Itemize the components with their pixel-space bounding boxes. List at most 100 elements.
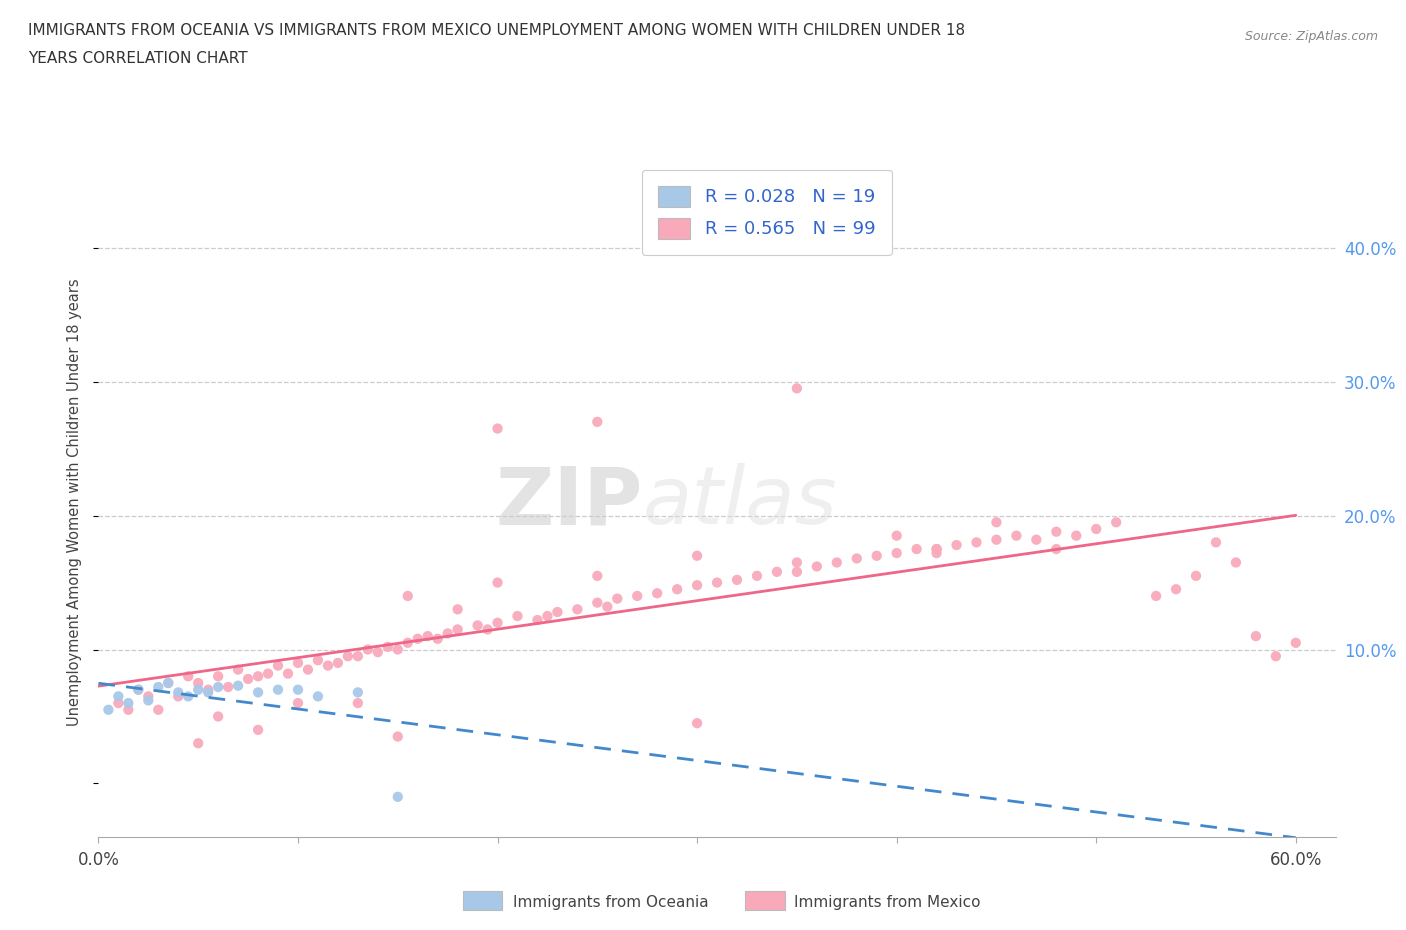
Point — [127, 683, 149, 698]
Bar — [463, 891, 502, 910]
Text: Immigrants from Mexico: Immigrants from Mexico — [794, 895, 981, 910]
Point — [187, 736, 209, 751]
Point — [217, 680, 239, 695]
Text: Source: ZipAtlas.com: Source: ZipAtlas.com — [1244, 30, 1378, 43]
Point — [136, 689, 159, 704]
Point — [396, 635, 419, 650]
Point — [436, 626, 458, 641]
Point — [377, 640, 399, 655]
Point — [177, 669, 200, 684]
Point — [706, 575, 728, 590]
Bar — [745, 891, 785, 910]
Point — [477, 622, 499, 637]
Point — [1105, 515, 1128, 530]
Point — [1085, 522, 1108, 537]
Point — [267, 683, 290, 698]
Point — [725, 573, 748, 588]
Point — [786, 565, 808, 579]
Point — [925, 541, 948, 556]
Point — [167, 684, 190, 699]
Point — [157, 675, 180, 690]
Point — [236, 671, 259, 686]
Y-axis label: Unemployment Among Women with Children Under 18 years: Unemployment Among Women with Children U… — [67, 278, 83, 726]
Point — [806, 559, 828, 574]
Point — [197, 683, 219, 698]
Point — [406, 631, 429, 646]
Point — [567, 602, 589, 617]
Point — [117, 702, 139, 717]
Point — [148, 680, 170, 695]
Point — [845, 551, 868, 565]
Point — [247, 669, 270, 684]
Text: IMMIGRANTS FROM OCEANIA VS IMMIGRANTS FROM MEXICO UNEMPLOYMENT AMONG WOMEN WITH : IMMIGRANTS FROM OCEANIA VS IMMIGRANTS FR… — [28, 23, 966, 38]
Point — [686, 716, 709, 731]
Text: atlas: atlas — [643, 463, 838, 541]
Point — [316, 658, 339, 673]
Point — [1205, 535, 1227, 550]
Point — [336, 649, 359, 664]
Point — [1244, 629, 1267, 644]
Point — [925, 546, 948, 561]
Point — [745, 568, 768, 583]
Text: Immigrants from Oceania: Immigrants from Oceania — [513, 895, 709, 910]
Point — [297, 662, 319, 677]
Point — [966, 535, 988, 550]
Point — [486, 421, 509, 436]
Point — [148, 702, 170, 717]
Point — [866, 549, 889, 564]
Point — [277, 666, 299, 681]
Point — [986, 515, 1008, 530]
Point — [886, 528, 908, 543]
Point — [347, 684, 370, 699]
Point — [886, 546, 908, 561]
Point — [986, 532, 1008, 547]
Point — [107, 696, 129, 711]
Point — [825, 555, 848, 570]
Point — [586, 595, 609, 610]
Point — [347, 696, 370, 711]
Text: ZIP: ZIP — [495, 463, 643, 541]
Point — [1045, 525, 1067, 539]
Point — [326, 656, 349, 671]
Point — [197, 684, 219, 699]
Point — [945, 538, 967, 552]
Point — [536, 608, 558, 623]
Point — [1045, 541, 1067, 556]
Point — [387, 790, 409, 804]
Point — [446, 602, 468, 617]
Point — [177, 689, 200, 704]
Point — [1225, 555, 1247, 570]
Point — [1025, 532, 1047, 547]
Point — [287, 696, 309, 711]
Point — [486, 575, 509, 590]
Point — [586, 568, 609, 583]
Point — [1164, 582, 1187, 597]
Point — [666, 582, 689, 597]
Point — [97, 702, 120, 717]
Point — [686, 549, 709, 564]
Point — [586, 415, 609, 430]
Point — [167, 689, 190, 704]
Point — [396, 589, 419, 604]
Point — [426, 631, 449, 646]
Point — [207, 680, 229, 695]
Point — [1285, 635, 1308, 650]
Point — [596, 599, 619, 614]
Legend: R = 0.028   N = 19, R = 0.565   N = 99: R = 0.028 N = 19, R = 0.565 N = 99 — [641, 170, 891, 255]
Point — [645, 586, 668, 601]
Point — [287, 683, 309, 698]
Point — [257, 666, 280, 681]
Point — [107, 689, 129, 704]
Point — [387, 729, 409, 744]
Point — [626, 589, 648, 604]
Point — [207, 709, 229, 724]
Point — [446, 622, 468, 637]
Point — [416, 629, 439, 644]
Point — [157, 675, 180, 690]
Point — [1264, 649, 1286, 664]
Point — [247, 723, 270, 737]
Point — [117, 696, 139, 711]
Point — [1005, 528, 1028, 543]
Point — [467, 618, 489, 632]
Point — [127, 683, 149, 698]
